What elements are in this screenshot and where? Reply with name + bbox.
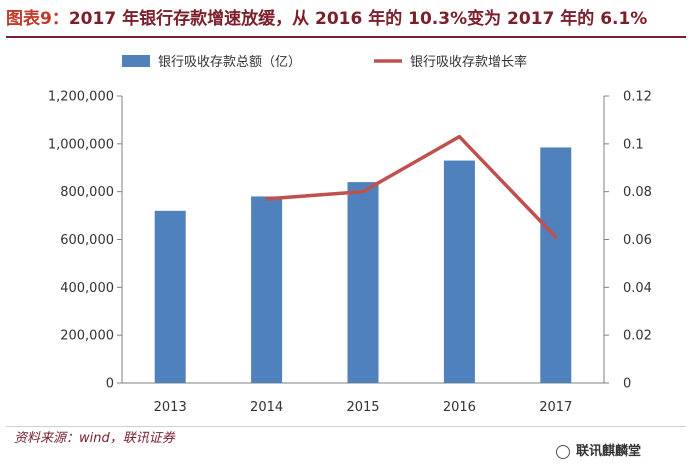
y-right-tick-label: 0.1 [623, 137, 644, 152]
x-tick-2015: 2015 [346, 400, 379, 415]
y-axis-left-ticks: 0 200,000 400,000 600,000 800,000 1,000,000 1,… [48, 90, 122, 392]
bar-series [154, 147, 572, 383]
source-note: 资料来源：wind，联讯证券 [14, 431, 175, 446]
wechat-icon [556, 445, 570, 459]
x-tick-2013: 2013 [154, 400, 187, 415]
legend-line-label: 银行吸收存款增长率 [410, 54, 527, 70]
y-left-tick-label: 200,000 [60, 329, 114, 344]
chart: 银行吸收存款总额（亿） 银行吸收存款增长率 2013 2014 2015 2016 201… [48, 54, 652, 415]
figure-label: 图表9： [6, 9, 69, 29]
y-left-tick-label: 400,000 [60, 281, 114, 296]
y-right-tick-label: 0.12 [623, 90, 652, 105]
watermark-text: 联讯麒麟堂 [576, 444, 642, 459]
growth-point-2017 [554, 235, 558, 239]
source-divider [6, 426, 686, 427]
legend-bar-label: 银行吸收存款总额（亿） [158, 55, 301, 70]
y-right-tick-label: 0.02 [623, 329, 652, 344]
legend: 银行吸收存款总额（亿） 银行吸收存款增长率 [122, 54, 527, 70]
y-right-tick-label: 0.08 [623, 185, 652, 200]
legend-bar-swatch [122, 55, 150, 67]
growth-point-2015 [361, 190, 365, 194]
x-tick-2014: 2014 [250, 400, 283, 415]
y-right-tick-label: 0.06 [623, 233, 652, 248]
y-right-tick-label: 0 [623, 377, 631, 392]
bar-2016 [443, 160, 475, 383]
y-right-tick-label: 0.04 [623, 281, 652, 296]
figure-title-text: 2017 年银行存款增速放缓，从 2016 年的 10.3%变为 2017 年的… [68, 9, 648, 29]
x-tick-2016: 2016 [443, 400, 476, 415]
y-left-tick-label: 600,000 [60, 233, 114, 248]
y-left-tick-label: 1,200,000 [48, 90, 114, 105]
growth-point-2014 [265, 197, 269, 201]
line-series [265, 134, 558, 239]
growth-rate-line [266, 134, 558, 239]
bar-2015 [347, 182, 379, 383]
bar-2017 [540, 147, 572, 383]
x-tick-2017: 2017 [539, 400, 572, 415]
y-axis-right-ticks: 0 0.02 0.04 0.06 0.08 0.1 0.12 [604, 90, 652, 392]
y-left-tick-label: 0 [106, 377, 114, 392]
y-left-tick-label: 1,000,000 [48, 137, 114, 152]
watermark: 联讯麒麟堂 [556, 443, 641, 461]
growth-point-2016 [457, 135, 461, 139]
bar-2013 [154, 210, 186, 383]
y-left-tick-label: 800,000 [60, 185, 114, 200]
x-axis-ticks: 2013 2014 2015 2016 2017 [154, 400, 573, 415]
bar-2014 [251, 196, 283, 383]
figure-title: 图表9：2017 年银行存款增速放缓，从 2016 年的 10.3%变为 201… [6, 4, 686, 38]
